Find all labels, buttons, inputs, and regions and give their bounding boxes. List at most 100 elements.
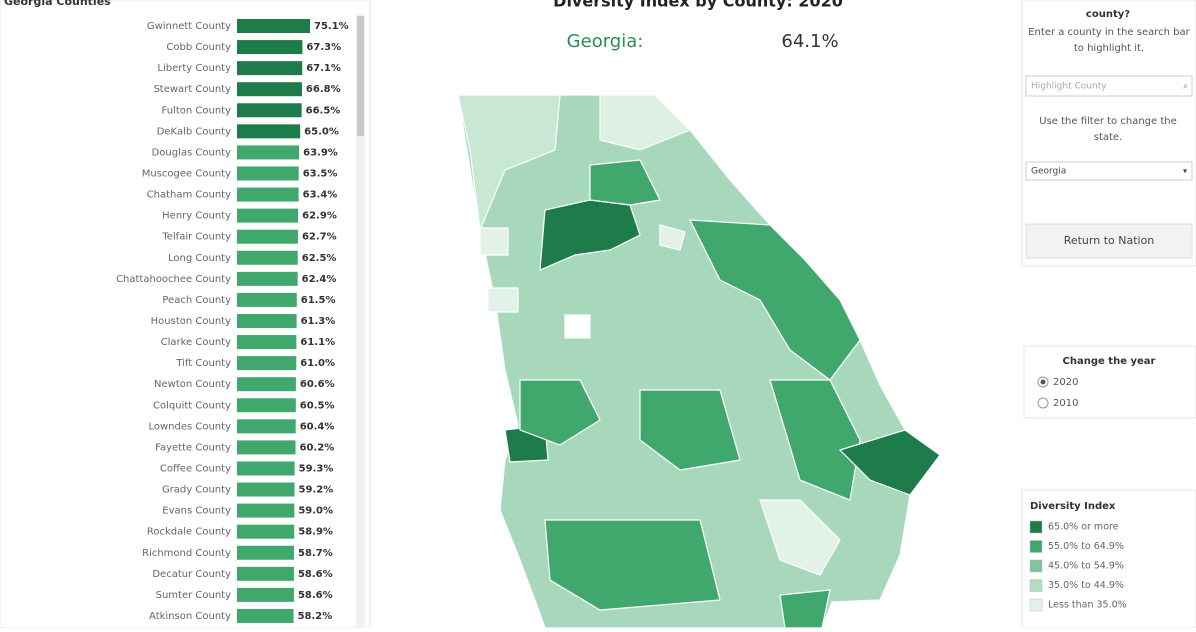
bar[interactable] <box>237 545 295 560</box>
value-label: 58.9% <box>298 527 333 538</box>
georgia-map[interactable] <box>457 94 941 629</box>
bar[interactable] <box>237 166 299 181</box>
county-name: Colquitt County <box>153 400 231 411</box>
county-name: Decatur County <box>152 569 231 580</box>
bar[interactable] <box>237 503 295 518</box>
county-name: Douglas County <box>152 147 231 158</box>
search-input[interactable] <box>1025 75 1193 97</box>
legend-label: 35.0% to 44.9% <box>1048 580 1124 591</box>
bar[interactable] <box>237 187 299 202</box>
legend-swatch <box>1029 540 1043 553</box>
value-label: 58.2% <box>298 611 333 622</box>
bar[interactable] <box>237 356 297 371</box>
bar[interactable] <box>237 250 298 265</box>
county-name: Evans County <box>162 506 231 517</box>
bar[interactable] <box>237 482 295 497</box>
search-hint: Enter a county in the search bar to high… <box>1028 27 1190 54</box>
bar[interactable] <box>237 377 296 392</box>
value-label: 61.1% <box>300 337 335 348</box>
bar[interactable] <box>237 145 300 160</box>
bar[interactable] <box>237 40 303 55</box>
bar[interactable] <box>237 19 310 33</box>
bar[interactable] <box>237 461 295 476</box>
bar[interactable] <box>237 271 298 286</box>
bar[interactable] <box>237 419 296 434</box>
bar[interactable] <box>237 398 296 413</box>
county-name: DeKalb County <box>157 126 231 137</box>
bar[interactable] <box>237 124 301 139</box>
year-title: Change the year <box>1063 356 1156 367</box>
value-label: 58.7% <box>298 548 333 559</box>
county-name: Lowndes County <box>148 421 231 432</box>
year-radio[interactable] <box>1037 397 1049 409</box>
value-label: 59.2% <box>299 485 334 496</box>
value-label: 62.9% <box>302 211 337 222</box>
scrollbar[interactable] <box>356 14 365 628</box>
bar[interactable] <box>237 313 297 328</box>
value-label: 62.4% <box>302 274 337 285</box>
value-label: 60.2% <box>300 442 335 453</box>
return-button-label[interactable]: Return to Nation <box>1064 234 1155 247</box>
bar[interactable] <box>237 208 299 223</box>
bar[interactable] <box>237 587 294 602</box>
county-name: Cobb County <box>166 42 231 53</box>
value-label: 60.4% <box>300 421 335 432</box>
bar[interactable] <box>237 335 297 350</box>
legend-title: Diversity Index <box>1030 501 1116 512</box>
dropdown-arrow: ▾ <box>1183 167 1187 176</box>
bar[interactable] <box>237 61 303 76</box>
year-option[interactable]: 2010 <box>1053 398 1078 409</box>
value-label: 61.3% <box>301 316 336 327</box>
value-label: 63.5% <box>303 168 338 179</box>
year-radio-dot <box>1040 379 1046 385</box>
value-label: 62.7% <box>302 232 337 243</box>
value-label: 60.6% <box>300 379 335 390</box>
county-name: Fulton County <box>162 105 232 116</box>
county-name: Newton County <box>154 379 231 390</box>
value-label: 63.4% <box>303 190 338 201</box>
county-name: Sumter County <box>156 590 231 601</box>
legend-swatch <box>1029 598 1043 612</box>
county-name: Telfair County <box>161 232 231 243</box>
county-name: Coffee County <box>160 463 231 474</box>
county-name: Peach County <box>162 295 231 306</box>
county-name: Clarke County <box>161 337 231 348</box>
year-panel <box>1023 345 1196 419</box>
value-label: 58.6% <box>298 569 333 580</box>
bar[interactable] <box>237 292 297 307</box>
value-label: 62.5% <box>302 253 337 264</box>
bar[interactable] <box>237 229 298 244</box>
county-name: Chatham County <box>147 190 231 201</box>
search-placeholder: Highlight County <box>1031 82 1107 92</box>
scroll-thumb[interactable] <box>357 16 364 136</box>
county-name: Fayette County <box>155 442 231 453</box>
bar[interactable] <box>237 103 302 118</box>
legend-panel <box>1021 489 1196 629</box>
county-name: Richmond County <box>142 548 231 559</box>
value-label: 58.6% <box>298 590 333 601</box>
bar[interactable] <box>237 524 295 539</box>
map-title: Diversity Index by County: 2020 <box>553 0 843 11</box>
county-name: Grady County <box>162 485 231 496</box>
return-button[interactable] <box>1025 223 1193 259</box>
value-label: 67.3% <box>306 42 341 53</box>
bar[interactable] <box>237 82 302 97</box>
legend-label: 45.0% to 54.9% <box>1048 561 1124 572</box>
legend-label: 65.0% or more <box>1048 522 1119 533</box>
value-label: 59.0% <box>298 506 333 517</box>
county-name: Atkinson County <box>149 611 231 622</box>
bar[interactable] <box>237 566 294 581</box>
year-option[interactable]: 2020 <box>1053 377 1078 388</box>
county-name: Henry County <box>162 211 231 222</box>
legend-label: Less than 35.0% <box>1048 600 1127 611</box>
bar[interactable] <box>237 440 296 455</box>
value-label: 61.5% <box>301 295 336 306</box>
state-label: Georgia: <box>567 31 644 52</box>
bar[interactable] <box>237 608 294 623</box>
county-name: Gwinnett County <box>147 21 231 32</box>
legend-swatch <box>1029 559 1043 573</box>
value-label: 65.0% <box>304 126 339 137</box>
state-dropdown[interactable] <box>1025 161 1193 181</box>
